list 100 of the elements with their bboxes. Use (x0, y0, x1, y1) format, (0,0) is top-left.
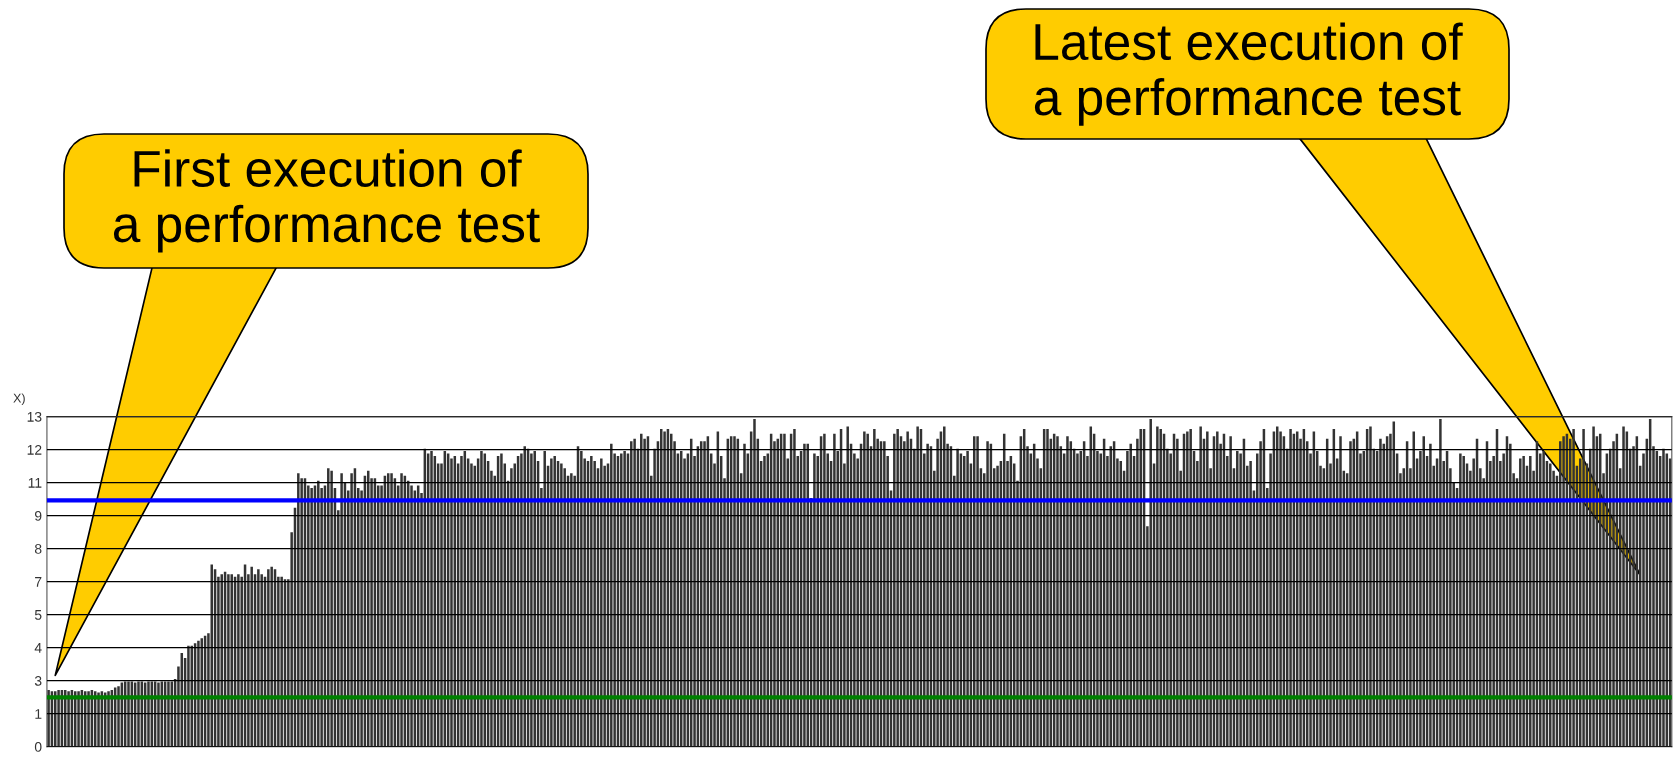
bar (733, 436, 736, 747)
bar (1379, 438, 1382, 747)
bar (1662, 448, 1665, 747)
bar (390, 473, 393, 747)
y-tick-label: 1 (35, 709, 42, 719)
bar (916, 426, 919, 747)
bar (1229, 436, 1232, 747)
bar (54, 691, 57, 747)
bar (610, 443, 613, 747)
bar (1572, 428, 1575, 747)
bar (1199, 426, 1202, 747)
bar (167, 681, 170, 747)
bar (966, 451, 969, 747)
bar (1369, 426, 1372, 747)
bar (893, 433, 896, 747)
bar (1139, 428, 1142, 747)
bar (743, 443, 746, 747)
bar (450, 458, 453, 747)
bar (873, 428, 876, 747)
bar (1582, 428, 1585, 747)
bar (943, 426, 946, 747)
bar (896, 428, 899, 747)
bar (220, 574, 223, 747)
bar (87, 691, 90, 747)
y-tick-label: 5 (34, 610, 42, 620)
bar (863, 431, 866, 747)
bar (793, 428, 796, 747)
bar (1522, 456, 1525, 747)
bar (1186, 431, 1189, 747)
bar (550, 458, 553, 747)
bar (1149, 419, 1152, 747)
y-tick-label: 8 (34, 543, 42, 554)
bar (270, 566, 273, 747)
bar (533, 451, 536, 747)
bar (57, 690, 60, 747)
bar (317, 480, 320, 747)
y-tick-label: 0 (34, 741, 42, 752)
bar (593, 460, 596, 747)
bar (227, 574, 230, 747)
bar (330, 470, 333, 747)
bar (1529, 456, 1532, 747)
bar (1056, 436, 1059, 747)
bar (1339, 436, 1342, 747)
bar (1349, 441, 1352, 747)
bar (560, 463, 563, 747)
bar (620, 453, 623, 747)
bar (340, 473, 343, 747)
bar (553, 456, 556, 747)
bar (1156, 426, 1159, 747)
bar (1066, 436, 1069, 747)
bar (763, 456, 766, 747)
y-tick-label: 11 (28, 478, 42, 488)
y-tick-label: 3 (34, 675, 42, 686)
bar (1519, 458, 1522, 747)
bar (600, 458, 603, 747)
y-tick-label: 13 (27, 411, 42, 422)
bar (1542, 451, 1545, 747)
bar (623, 451, 626, 747)
bar (906, 431, 909, 747)
bar (570, 473, 573, 747)
bar (530, 453, 533, 747)
bar (250, 566, 253, 747)
bar (986, 441, 989, 747)
bar (866, 433, 869, 747)
text: First execution of a performance test (113, 149, 540, 253)
y-tick-label: 12 (27, 444, 42, 455)
bar (1119, 460, 1122, 747)
bar (590, 456, 593, 747)
bar (157, 682, 160, 747)
bar (1189, 428, 1192, 747)
bar (1289, 428, 1292, 747)
bar (633, 438, 636, 747)
bar (753, 419, 756, 747)
bar (327, 468, 330, 747)
bar (237, 574, 240, 747)
bar (523, 446, 526, 747)
bar (1236, 451, 1239, 747)
text: Latest execution of a performance test (1034, 22, 1463, 126)
bar (400, 473, 403, 747)
bar (663, 431, 666, 747)
bar (823, 433, 826, 747)
bar (1429, 443, 1432, 747)
bar (107, 691, 110, 747)
bar (996, 465, 999, 747)
bar (1459, 453, 1462, 747)
bar (783, 433, 786, 747)
bar (267, 569, 270, 747)
bar (297, 473, 300, 747)
bar (1129, 443, 1132, 747)
bar (630, 441, 633, 747)
bar (883, 441, 886, 747)
bar (1549, 463, 1552, 747)
bar (280, 576, 283, 747)
bar (127, 681, 130, 747)
bar (1439, 419, 1442, 747)
y-tick-label: 9 (34, 510, 42, 521)
bar (117, 686, 120, 747)
bar (430, 451, 433, 747)
bar (813, 453, 816, 747)
bar (660, 428, 663, 747)
